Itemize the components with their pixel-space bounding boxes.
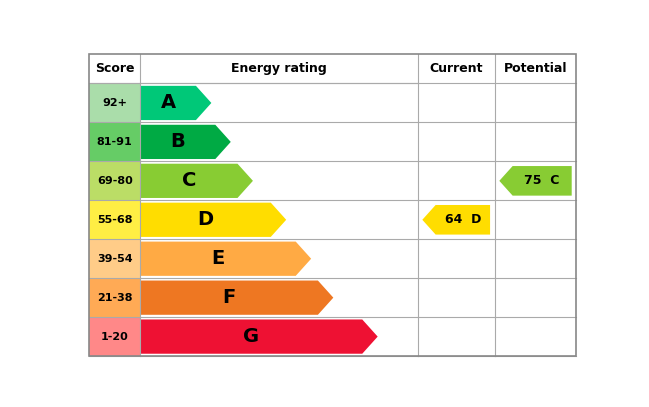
Polygon shape xyxy=(140,203,286,237)
Bar xyxy=(140,123,418,161)
Bar xyxy=(495,161,576,200)
Bar xyxy=(140,161,418,200)
Bar xyxy=(89,317,140,356)
Bar xyxy=(495,200,576,239)
Text: 39-54: 39-54 xyxy=(97,254,132,264)
Text: 55-68: 55-68 xyxy=(97,215,132,225)
Bar xyxy=(140,278,418,317)
Bar xyxy=(89,200,140,239)
Text: 64  D: 64 D xyxy=(445,213,481,226)
Bar xyxy=(495,278,576,317)
Text: B: B xyxy=(171,132,186,151)
Text: Current: Current xyxy=(430,62,483,75)
Bar xyxy=(140,83,418,123)
Bar xyxy=(140,200,418,239)
Text: Energy rating: Energy rating xyxy=(231,62,327,75)
Text: G: G xyxy=(243,327,260,346)
Polygon shape xyxy=(140,280,334,315)
Text: 92+: 92+ xyxy=(103,98,127,108)
Text: Score: Score xyxy=(95,62,134,75)
Bar xyxy=(418,200,495,239)
Text: F: F xyxy=(223,288,236,307)
Bar xyxy=(89,83,140,123)
Bar xyxy=(495,123,576,161)
Text: 1-20: 1-20 xyxy=(101,332,129,341)
Bar xyxy=(495,317,576,356)
Bar xyxy=(89,123,140,161)
Bar xyxy=(89,161,140,200)
Text: 75  C: 75 C xyxy=(524,174,560,187)
Polygon shape xyxy=(140,125,231,159)
Polygon shape xyxy=(422,205,490,234)
Bar xyxy=(140,317,418,356)
Bar xyxy=(418,278,495,317)
Polygon shape xyxy=(499,166,572,196)
Polygon shape xyxy=(140,319,378,354)
Bar xyxy=(418,317,495,356)
Bar xyxy=(495,239,576,278)
Text: 21-38: 21-38 xyxy=(97,293,132,303)
Bar xyxy=(418,161,495,200)
Text: 69-80: 69-80 xyxy=(97,176,132,186)
Text: 81-91: 81-91 xyxy=(97,137,132,147)
Text: C: C xyxy=(182,171,196,190)
Bar xyxy=(418,239,495,278)
Polygon shape xyxy=(140,164,253,198)
Bar xyxy=(89,54,576,83)
Bar xyxy=(89,278,140,317)
Bar xyxy=(89,239,140,278)
Text: Potential: Potential xyxy=(504,62,567,75)
Bar xyxy=(418,123,495,161)
Text: E: E xyxy=(212,249,225,268)
Polygon shape xyxy=(140,242,311,276)
Text: D: D xyxy=(197,210,214,229)
Bar xyxy=(140,239,418,278)
Polygon shape xyxy=(140,86,212,120)
Bar xyxy=(418,83,495,123)
Bar xyxy=(495,83,576,123)
Text: A: A xyxy=(161,94,176,112)
